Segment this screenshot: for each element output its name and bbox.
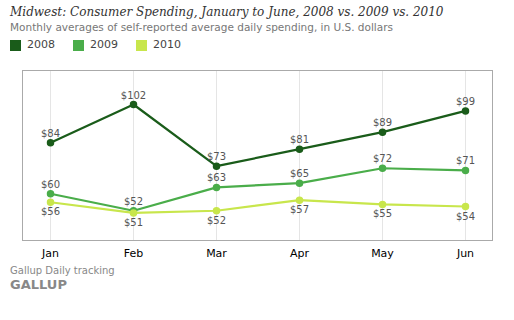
svg-text:$52: $52 — [124, 196, 143, 207]
svg-text:$57: $57 — [290, 204, 309, 215]
html-text:2009: 2009 — [90, 38, 118, 51]
svg-text:Jan: Jan — [41, 247, 59, 260]
svg-text:$99: $99 — [456, 96, 475, 107]
svg-text:$54: $54 — [456, 211, 475, 222]
svg-text:Jun: Jun — [456, 247, 474, 260]
html-text:GALLUP: GALLUP — [10, 277, 67, 292]
svg-text:$65: $65 — [290, 168, 309, 179]
svg-text:$60: $60 — [41, 179, 60, 190]
svg-text:Mar: Mar — [206, 247, 227, 260]
svg-text:$56: $56 — [41, 206, 60, 217]
svg-text:$81: $81 — [290, 134, 309, 145]
html-text:2008: 2008 — [27, 38, 55, 51]
svg-text:$102: $102 — [121, 90, 146, 101]
svg-text:Apr: Apr — [290, 247, 310, 260]
svg-text:$72: $72 — [373, 153, 392, 164]
svg-text:$51: $51 — [124, 217, 143, 228]
svg-text:$63: $63 — [207, 172, 226, 183]
svg-text:$55: $55 — [373, 208, 392, 219]
svg-text:$52: $52 — [207, 215, 226, 226]
html-text:Gallup Daily tracking: Gallup Daily tracking — [10, 265, 115, 276]
svg-text:May: May — [371, 247, 394, 260]
svg-text:$73: $73 — [207, 151, 226, 162]
html-text:Midwest: Consumer Spending, Ja: Midwest: Consumer Spending, January to J… — [10, 5, 444, 19]
html-text:2010: 2010 — [153, 38, 181, 51]
svg-text:Feb: Feb — [124, 247, 143, 260]
svg-text:$71: $71 — [456, 155, 475, 166]
svg-text:$89: $89 — [373, 117, 392, 128]
svg-text:$84: $84 — [41, 128, 60, 139]
html-text:Monthly averages of self-repor: Monthly averages of self-reported averag… — [10, 21, 393, 33]
